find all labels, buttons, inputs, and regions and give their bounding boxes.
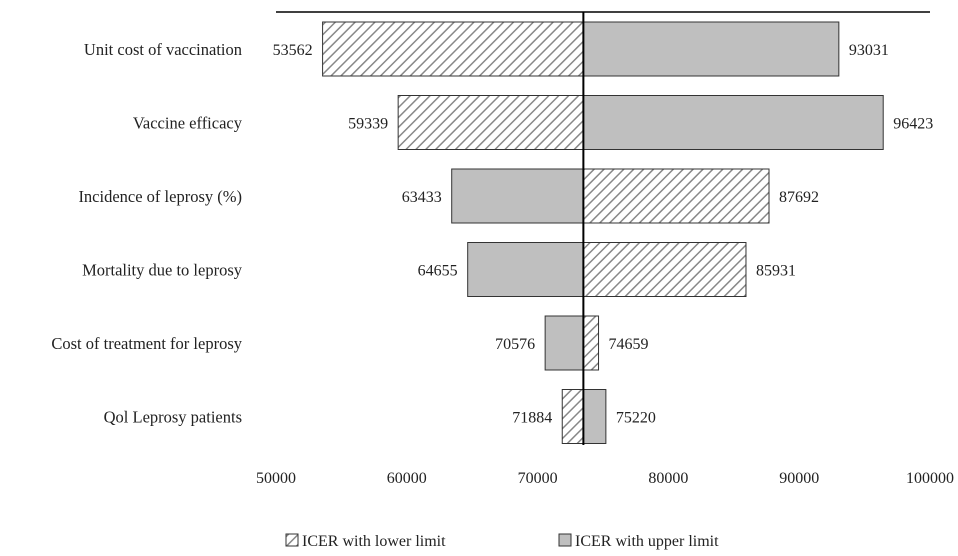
category-label: Mortality due to leprosy	[82, 261, 243, 280]
bar-upper-limit	[467, 242, 584, 297]
bar-lower-limit	[397, 95, 584, 150]
value-label: 93031	[849, 42, 889, 59]
value-label: 74659	[609, 336, 649, 353]
bars-layer	[322, 21, 884, 444]
legend-swatch-lower	[285, 533, 299, 547]
labels-layer: Unit cost of vaccination 53562 93031 Vaccin…	[51, 40, 933, 427]
bar-upper-limit	[582, 95, 884, 150]
value-label: 87692	[779, 189, 819, 206]
legend-label-lower: ICER with lower limit	[302, 533, 446, 550]
bar-upper-limit	[582, 389, 607, 444]
category-label: Unit cost of vaccination	[84, 40, 242, 59]
value-label: 71884	[512, 410, 552, 427]
category-label: Incidence of leprosy (%)	[78, 187, 242, 206]
value-label: 75220	[616, 410, 656, 427]
bar-lower-limit	[582, 168, 770, 224]
bar-lower-limit	[322, 21, 584, 77]
legend: ICER with lower limit ICER with upper lim…	[285, 533, 719, 550]
x-tick-label: 100000	[906, 470, 954, 487]
bar-lower-limit	[582, 315, 600, 371]
bar-lower-limit	[582, 242, 747, 297]
legend-label-upper: ICER with upper limit	[575, 533, 719, 550]
value-label: 63433	[402, 189, 442, 206]
value-label: 53562	[273, 42, 313, 59]
legend-swatch-upper	[558, 533, 572, 547]
x-tick-label: 60000	[387, 470, 427, 487]
x-tick-label: 50000	[256, 470, 296, 487]
x-tick-label: 80000	[648, 470, 688, 487]
x-tick-label: 70000	[518, 470, 558, 487]
bar-upper-limit	[451, 168, 584, 224]
value-label: 96423	[893, 116, 933, 133]
category-label: Vaccine efficacy	[133, 114, 243, 133]
value-label: 85931	[756, 263, 796, 280]
x-tick-label: 90000	[779, 470, 819, 487]
bar-upper-limit	[544, 315, 584, 371]
value-label: 70576	[495, 336, 535, 353]
value-label: 59339	[348, 116, 388, 133]
axis-layer: 50000 60000 70000 80000 90000 100000	[256, 11, 954, 487]
category-label: Cost of treatment for leprosy	[51, 334, 242, 353]
category-label: Qol Leprosy patients	[104, 408, 242, 427]
bar-upper-limit	[582, 21, 840, 77]
bar-lower-limit	[561, 389, 584, 444]
value-label: 64655	[418, 263, 458, 280]
